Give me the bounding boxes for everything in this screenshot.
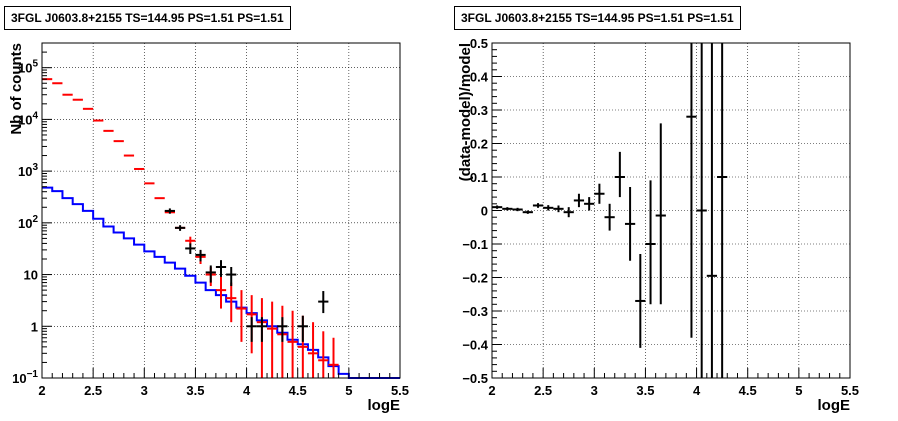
right-residual-point	[655, 123, 666, 305]
left-data-point-1	[185, 236, 196, 245]
right-residual-point	[584, 197, 595, 211]
left-x-tick-label: 2.5	[84, 383, 102, 398]
right-x-tick-label: 2.5	[534, 383, 552, 398]
right-residual-point	[492, 205, 503, 209]
right-y-tick-label: −0.3	[462, 304, 488, 319]
right-x-tick-label: 4.5	[739, 383, 757, 398]
left-data-point-2	[164, 208, 175, 214]
right-residual-point	[604, 203, 615, 231]
right-residual-point	[686, 43, 697, 338]
right-residual-point	[645, 180, 656, 305]
left-data-point-1	[236, 290, 247, 342]
right-y-tick-label: 0.2	[470, 137, 488, 152]
right-x-tick-label: 4	[693, 383, 701, 398]
right-x-tick-label: 3	[591, 383, 598, 398]
left-data-point-1	[287, 310, 298, 378]
left-y-tick-label: 104	[18, 110, 38, 127]
left-data-point-2	[246, 317, 257, 342]
right-residual-point	[706, 43, 718, 378]
left-data-point-2	[226, 267, 237, 287]
right-x-tick-label: 5	[795, 383, 802, 398]
left-y-axis-label: Nb of counts	[8, 43, 25, 135]
right-y-tick-label: 0.4	[470, 70, 489, 85]
left-data-point-2	[277, 317, 288, 342]
left-x-tick-label: 4.5	[289, 383, 307, 398]
right-y-axis-label: (data-model)/model	[457, 43, 474, 181]
right-residual-point	[614, 151, 625, 198]
right-x-tick-label: 3.5	[636, 383, 654, 398]
left-data-point-2	[297, 315, 308, 342]
left-plot-title: 3FGL J0603.8+2155 TS=144.95 PS=1.51 PS=1…	[4, 6, 291, 30]
right-x-tick-label: 5.5	[841, 383, 859, 398]
right-residual-point	[635, 254, 646, 348]
right-x-axis-label: logE	[818, 397, 851, 414]
right-residual-point	[502, 207, 513, 211]
right-x-tick-label: 2	[488, 383, 495, 398]
right-residual-point	[624, 187, 636, 261]
left-data-point-1	[318, 331, 329, 378]
left-y-tick-label: 10−1	[12, 369, 38, 386]
left-data-point-1	[277, 305, 288, 378]
left-data-point-1	[226, 282, 237, 323]
left-x-tick-label: 5	[345, 383, 352, 398]
left-x-tick-label: 4	[243, 383, 251, 398]
left-x-axis-label: logE	[368, 397, 401, 414]
right-y-tick-label: 0.1	[470, 170, 488, 185]
right-y-tick-label: −0.1	[462, 237, 488, 252]
right-y-tick-label: 0	[481, 204, 488, 219]
left-x-tick-label: 3	[141, 383, 148, 398]
right-y-tick-label: −0.4	[462, 338, 488, 353]
left-data-point-2	[185, 243, 196, 254]
right-residual-point	[594, 183, 605, 204]
right-residual-point	[522, 210, 533, 214]
left-data-point-2	[195, 249, 206, 262]
left-data-point-1	[328, 337, 339, 378]
right-residual-point	[532, 203, 544, 208]
left-data-point-2	[174, 225, 186, 231]
right-y-tick-label: 0.3	[470, 103, 488, 118]
right-residual-point	[573, 193, 585, 208]
right-y-tick-label: −0.2	[462, 271, 488, 286]
left-y-tick-label: 105	[18, 59, 38, 76]
right-y-tick-label: 0.5	[470, 36, 488, 51]
right-residual-point	[553, 205, 564, 213]
right-residual-point	[512, 207, 523, 212]
left-data-point-2	[205, 265, 216, 283]
left-x-tick-label: 2	[38, 383, 45, 398]
right-residual-point	[563, 207, 574, 218]
left-y-tick-label: 10	[24, 268, 38, 283]
left-plot-frame	[41, 42, 401, 379]
right-y-tick-label: −0.5	[462, 371, 488, 386]
left-data-point-1	[307, 322, 319, 378]
left-data-point-2	[256, 317, 268, 342]
left-x-tick-label: 3.5	[186, 383, 204, 398]
right-residual-point	[696, 43, 707, 378]
left-data-point-1	[267, 301, 278, 378]
left-data-point-1	[215, 276, 227, 309]
left-data-point-2	[318, 291, 329, 314]
right-residual-point	[543, 205, 554, 211]
left-model-step-line	[42, 186, 400, 379]
right-plot-title: 3FGL J0603.8+2155 TS=144.95 PS=1.51 PS=1…	[454, 6, 741, 30]
left-y-tick-label: 102	[18, 214, 38, 231]
left-y-tick-label: 103	[18, 162, 38, 179]
right-residual-point	[717, 43, 728, 378]
right-plot-frame	[491, 42, 851, 379]
left-data-point-2	[215, 260, 227, 277]
left-y-tick-label: 1	[31, 319, 38, 334]
left-x-tick-label: 5.5	[391, 383, 409, 398]
